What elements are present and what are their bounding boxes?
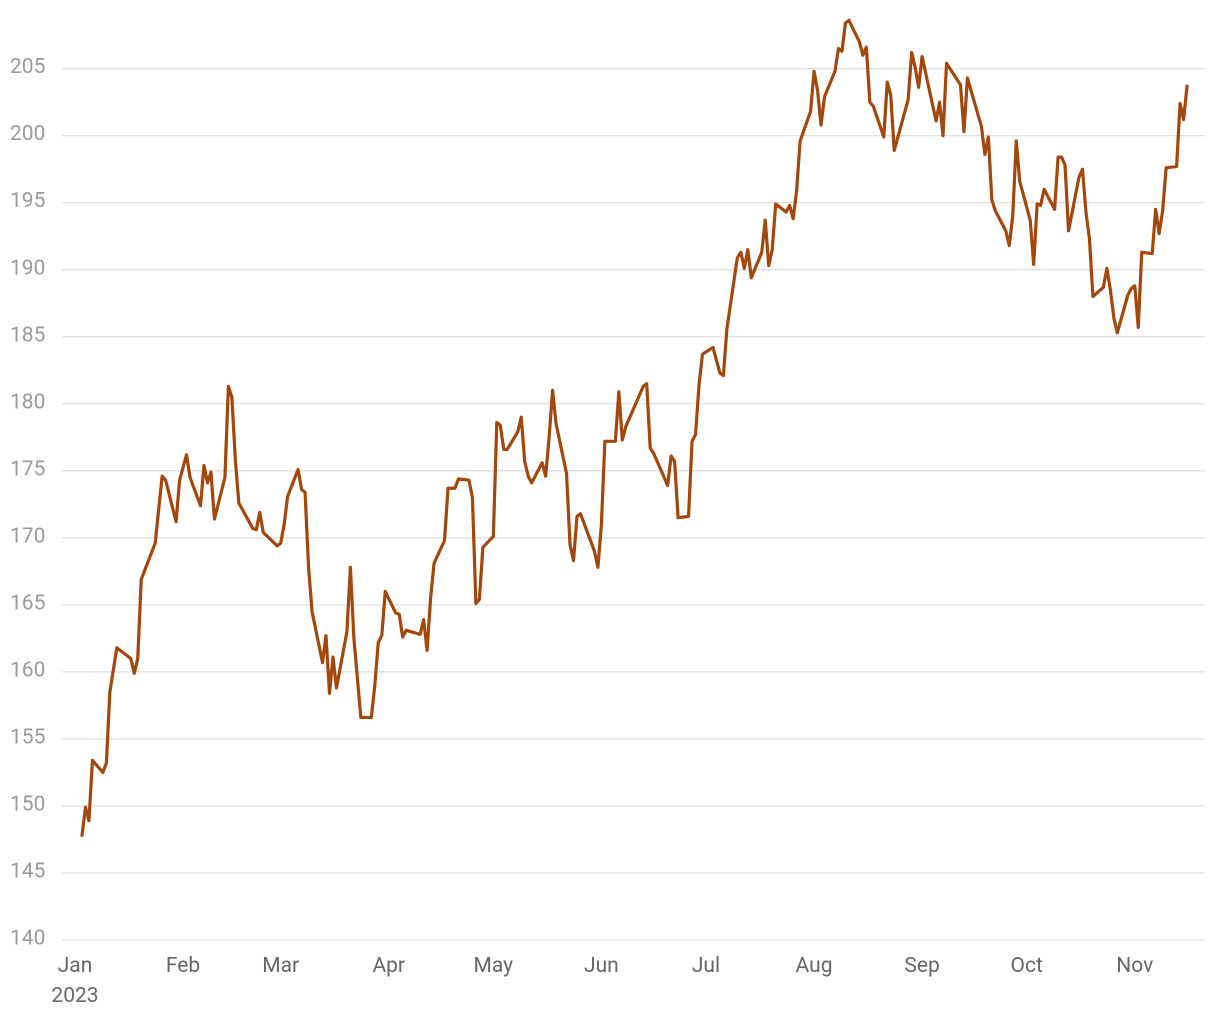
- y-tick-label: 155: [10, 725, 45, 749]
- y-tick-label: 190: [10, 256, 45, 280]
- x-tick-label: Sep: [904, 954, 939, 978]
- y-tick-label: 180: [10, 390, 45, 414]
- y-tick-label: 165: [10, 591, 45, 615]
- x-tick-label: Jun: [584, 954, 619, 978]
- x-tick-label-line: May: [474, 954, 514, 978]
- price-line: [80, 18, 1189, 838]
- x-tick-label-line: Sep: [904, 954, 939, 978]
- y-tick-label: 195: [10, 189, 45, 213]
- x-tick-label: Nov: [1116, 954, 1153, 978]
- x-tick-label-line: Mar: [262, 954, 299, 978]
- x-tick-label-line: Jan: [58, 954, 93, 978]
- x-tick-label: Aug: [796, 954, 833, 978]
- x-tick-label: Feb: [166, 954, 200, 978]
- y-tick-label: 185: [10, 323, 45, 347]
- x-tick-label-line: Jul: [692, 954, 720, 978]
- x-tick-label-line: Oct: [1011, 954, 1043, 978]
- x-tick-label-line: Jun: [584, 954, 619, 978]
- y-tick-label: 160: [10, 658, 45, 682]
- y-tick-label: 175: [10, 457, 45, 481]
- x-tick-label-line: Apr: [372, 954, 405, 978]
- x-tick-label: Oct: [1011, 954, 1043, 978]
- x-tick-label-line: Aug: [796, 954, 833, 978]
- x-tick-label: Apr: [372, 954, 405, 978]
- x-tick-label-line: 2023: [51, 984, 98, 1008]
- x-tick-label: May: [474, 954, 514, 978]
- y-tick-label: 145: [10, 860, 45, 884]
- x-tick-label: Mar: [262, 954, 299, 978]
- y-tick-label: 150: [10, 792, 45, 816]
- y-tick-label: 170: [10, 524, 45, 548]
- y-tick-label: 140: [10, 927, 45, 951]
- x-tick-label: Jan 2023: [51, 954, 98, 1008]
- x-tick-label-line: Feb: [166, 954, 200, 978]
- x-tick-label: Jul: [692, 954, 720, 978]
- y-tick-label: 200: [10, 122, 45, 146]
- x-tick-label-line: Nov: [1116, 954, 1153, 978]
- y-tick-label: 205: [10, 55, 45, 79]
